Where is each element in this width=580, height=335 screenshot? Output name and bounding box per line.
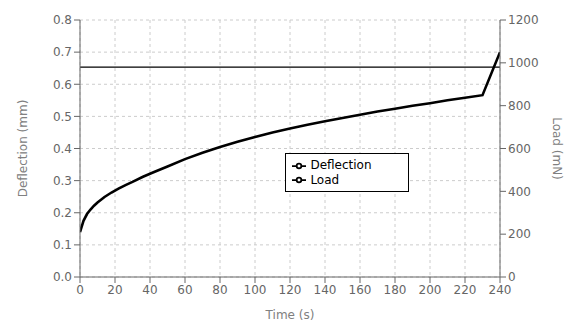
svg-text:600: 600 <box>508 142 531 156</box>
svg-text:220: 220 <box>454 283 477 297</box>
svg-text:0.0: 0.0 <box>53 270 72 284</box>
svg-text:0.1: 0.1 <box>53 238 72 252</box>
html-text:Load: Load <box>310 172 340 187</box>
svg-text:200: 200 <box>419 283 442 297</box>
svg-text:0: 0 <box>508 270 516 284</box>
svg-text:0.7: 0.7 <box>53 45 72 59</box>
svg-text:1200: 1200 <box>508 13 539 27</box>
svg-text:240: 240 <box>489 283 512 297</box>
svg-text:0.4: 0.4 <box>53 142 72 156</box>
svg-text:1000: 1000 <box>508 56 539 70</box>
svg-text:400: 400 <box>508 185 531 199</box>
svg-text:0.5: 0.5 <box>53 110 72 124</box>
svg-text:Load (mN): Load (mN) <box>550 117 564 180</box>
svg-text:180: 180 <box>384 283 407 297</box>
svg-text:60: 60 <box>177 283 192 297</box>
svg-text:80: 80 <box>212 283 227 297</box>
svg-text:200: 200 <box>508 227 531 241</box>
svg-text:0: 0 <box>76 283 84 297</box>
svg-text:Deflection (mm): Deflection (mm) <box>16 100 30 198</box>
svg-text:0.3: 0.3 <box>53 174 72 188</box>
svg-text:160: 160 <box>349 283 372 297</box>
svg-text:0.6: 0.6 <box>53 78 72 92</box>
svg-text:40: 40 <box>142 283 157 297</box>
svg-text:0.8: 0.8 <box>53 13 72 27</box>
html-text:Deflection: Deflection <box>310 158 372 173</box>
svg-text:Time (s): Time (s) <box>265 308 315 322</box>
svg-text:140: 140 <box>314 283 337 297</box>
svg-text:800: 800 <box>508 99 531 113</box>
svg-text:0.2: 0.2 <box>53 206 72 220</box>
svg-text:20: 20 <box>107 283 122 297</box>
svg-text:100: 100 <box>244 283 267 297</box>
svg-text:120: 120 <box>279 283 302 297</box>
